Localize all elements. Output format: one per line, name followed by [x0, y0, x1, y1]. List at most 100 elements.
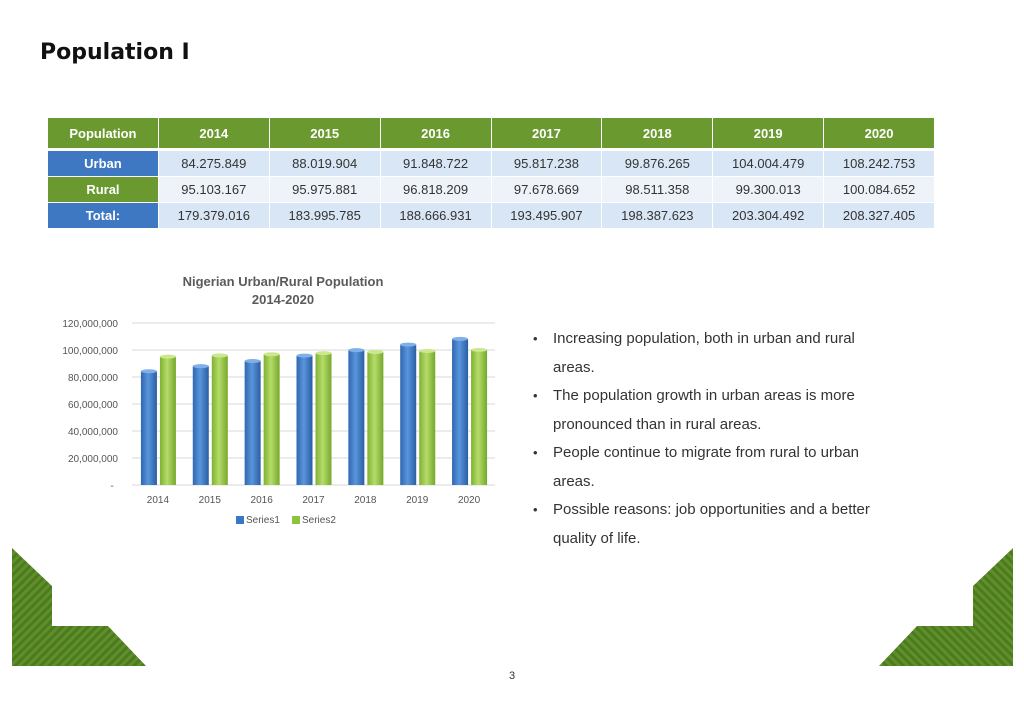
- table-cell: 97.678.669: [490, 176, 603, 203]
- bullet-item: • Increasing population, both in urban an…: [533, 325, 933, 382]
- bullet-text: Increasing population, both in urban and…: [553, 330, 855, 347]
- bar-series2-2014: [159, 356, 176, 485]
- table-cell: 95.817.238: [490, 149, 603, 177]
- bullet-list: • Increasing population, both in urban an…: [533, 325, 933, 553]
- bullet-text: pronounced than in rural areas.: [553, 415, 762, 433]
- table-cell: 88.019.904: [268, 149, 381, 177]
- table-header-cell: 2018: [601, 117, 714, 150]
- table-cell: 91.848.722: [379, 149, 492, 177]
- bar-series2-2020: [471, 349, 488, 485]
- bullet-dot-icon: •: [533, 331, 538, 346]
- x-tick-label: 2019: [406, 495, 429, 506]
- bar-cap: [400, 342, 417, 347]
- table-row: Total: 179.379.016 183.995.785 188.666.9…: [47, 202, 935, 229]
- x-tick-label: 2017: [302, 495, 325, 506]
- table-row: Rural 95.103.167 95.975.881 96.818.209 9…: [47, 176, 935, 203]
- y-tick-label: 120,000,000: [62, 319, 118, 330]
- bar-cap: [211, 353, 228, 358]
- bullet-text: quality of life.: [553, 529, 641, 547]
- bar-series1-2018: [348, 350, 365, 485]
- y-tick-label: 60,000,000: [68, 400, 118, 411]
- bar-cap: [296, 353, 313, 358]
- bullet-item: • People continue to migrate from rural t…: [533, 439, 933, 496]
- row-label-urban: Urban: [47, 149, 159, 177]
- table-cell: 183.995.785: [268, 202, 381, 229]
- bar-cap: [140, 369, 157, 374]
- table-cell: 179.379.016: [157, 202, 270, 229]
- corner-decoration-left: [12, 548, 146, 666]
- y-tick-label: -: [110, 481, 113, 492]
- chart-subtitle: 2014-2020: [252, 292, 314, 307]
- bullet-dot-icon: •: [533, 502, 538, 517]
- table-header-cell: 2015: [268, 117, 381, 150]
- bar-cap: [192, 364, 209, 369]
- table-cell: 99.300.013: [712, 176, 825, 203]
- row-label-total: Total:: [47, 202, 159, 229]
- bar-cap: [159, 354, 176, 359]
- bar-cap: [315, 351, 332, 356]
- bullet-item: • The population growth in urban areas is…: [533, 382, 933, 439]
- table-header-cell: 2014: [157, 117, 270, 150]
- bar-cap: [452, 336, 469, 341]
- table-cell: 95.103.167: [157, 176, 270, 203]
- table-cell: 95.975.881: [268, 176, 381, 203]
- bar-series2-2017: [315, 353, 332, 485]
- x-tick-label: 2018: [354, 495, 377, 506]
- bar-series1-2019: [400, 344, 417, 485]
- bar-series1-2017: [296, 355, 313, 485]
- bar-cap: [471, 347, 488, 352]
- legend-swatch: [236, 516, 244, 524]
- bar-cap: [348, 348, 365, 353]
- x-tick-label: 2015: [199, 495, 222, 506]
- table-header-cell: Population: [47, 117, 159, 150]
- x-tick-label: 2016: [251, 495, 274, 506]
- bar-series2-2018: [367, 352, 384, 485]
- bullet-text: Possible reasons: job opportunities and …: [553, 501, 870, 518]
- legend-swatch: [292, 516, 300, 524]
- table-cell: 208.327.405: [823, 202, 935, 229]
- y-tick-label: 100,000,000: [62, 346, 118, 357]
- bullet-text: The population growth in urban areas is …: [553, 387, 855, 404]
- page-number: 3: [508, 670, 516, 682]
- bullet-item: • Possible reasons: job opportunities and…: [533, 496, 933, 553]
- bar-series2-2019: [419, 350, 436, 485]
- table-header-cell: 2019: [712, 117, 825, 150]
- bullet-dot-icon: •: [533, 388, 538, 403]
- table-header-cell: 2016: [379, 117, 492, 150]
- table-cell: 84.275.849: [157, 149, 270, 177]
- bullet-text: areas.: [553, 472, 595, 490]
- table-header-cell: 2017: [490, 117, 603, 150]
- bar-series2-2016: [263, 354, 280, 485]
- bar-series2-2015: [211, 355, 228, 485]
- table-cell: 193.495.907: [490, 202, 603, 229]
- table-cell: 99.876.265: [601, 149, 714, 177]
- bar-series1-2014: [140, 371, 157, 485]
- table-cell: 188.666.931: [379, 202, 492, 229]
- y-tick-label: 40,000,000: [68, 427, 118, 438]
- bar-series1-2015: [192, 366, 209, 485]
- y-tick-label: 80,000,000: [68, 373, 118, 384]
- population-table: Population 2014 2015 2016 2017 2018 2019…: [47, 117, 935, 229]
- table-cell: 98.511.358: [601, 176, 714, 203]
- bullet-dot-icon: •: [533, 445, 538, 460]
- bar-cap: [244, 359, 261, 364]
- table-cell: 96.818.209: [379, 176, 492, 203]
- bar-series1-2016: [244, 361, 261, 485]
- bar-series1-2020: [452, 338, 469, 485]
- table-cell: 198.387.623: [601, 202, 714, 229]
- table-cell: 203.304.492: [712, 202, 825, 229]
- bar-cap: [419, 348, 436, 353]
- x-tick-label: 2014: [147, 495, 170, 506]
- population-bar-chart: Nigerian Urban/Rural Population 2014-202…: [62, 274, 495, 526]
- legend-label: Series1: [246, 515, 280, 526]
- table-row: Urban 84.275.849 88.019.904 91.848.722 9…: [47, 149, 935, 177]
- y-tick-label: 20,000,000: [68, 454, 118, 465]
- bullet-text: People continue to migrate from rural to…: [553, 444, 859, 461]
- x-tick-label: 2020: [458, 495, 481, 506]
- row-label-rural: Rural: [47, 176, 159, 203]
- bar-cap: [263, 352, 280, 357]
- legend-label: Series2: [302, 515, 336, 526]
- table-cell: 104.004.479: [712, 149, 825, 177]
- bar-cap: [367, 350, 384, 355]
- table-cell: 108.242.753: [823, 149, 935, 177]
